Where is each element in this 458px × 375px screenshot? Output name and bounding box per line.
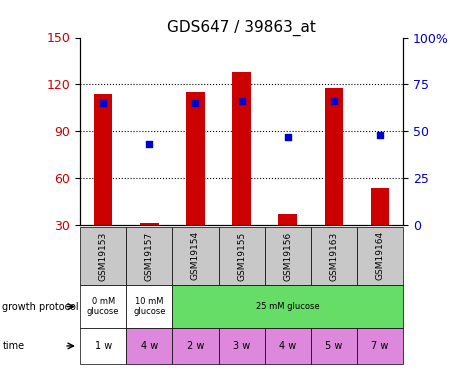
Bar xyxy=(278,214,297,225)
Text: growth protocol: growth protocol xyxy=(2,302,79,312)
Point xyxy=(376,132,384,138)
Text: GSM19157: GSM19157 xyxy=(145,231,154,280)
Text: 1 w: 1 w xyxy=(95,341,112,351)
Text: 0 mM
glucose: 0 mM glucose xyxy=(87,297,120,316)
Text: 3 w: 3 w xyxy=(233,341,250,351)
Text: 5 w: 5 w xyxy=(325,341,343,351)
Text: 4 w: 4 w xyxy=(279,341,296,351)
Bar xyxy=(232,72,251,225)
Text: 7 w: 7 w xyxy=(371,341,389,351)
Text: 2 w: 2 w xyxy=(187,341,204,351)
Bar xyxy=(186,92,205,225)
Text: GSM19154: GSM19154 xyxy=(191,231,200,280)
Text: 10 mM
glucose: 10 mM glucose xyxy=(133,297,166,316)
Text: GSM19155: GSM19155 xyxy=(237,231,246,280)
Point xyxy=(146,141,153,147)
Point xyxy=(238,98,245,104)
Title: GDS647 / 39863_at: GDS647 / 39863_at xyxy=(167,20,316,36)
Text: 4 w: 4 w xyxy=(141,341,158,351)
Bar xyxy=(94,94,112,225)
Text: GSM19153: GSM19153 xyxy=(99,231,108,280)
Text: 25 mM glucose: 25 mM glucose xyxy=(256,302,320,311)
Point xyxy=(99,100,107,106)
Text: GSM19156: GSM19156 xyxy=(283,231,292,280)
Text: GSM19163: GSM19163 xyxy=(329,231,338,280)
Bar xyxy=(325,87,343,225)
Text: GSM19164: GSM19164 xyxy=(376,231,384,280)
Point xyxy=(284,134,291,140)
Bar xyxy=(371,188,389,225)
Point xyxy=(330,98,338,104)
Point xyxy=(192,100,199,106)
Bar xyxy=(140,224,158,225)
Text: time: time xyxy=(2,341,24,351)
